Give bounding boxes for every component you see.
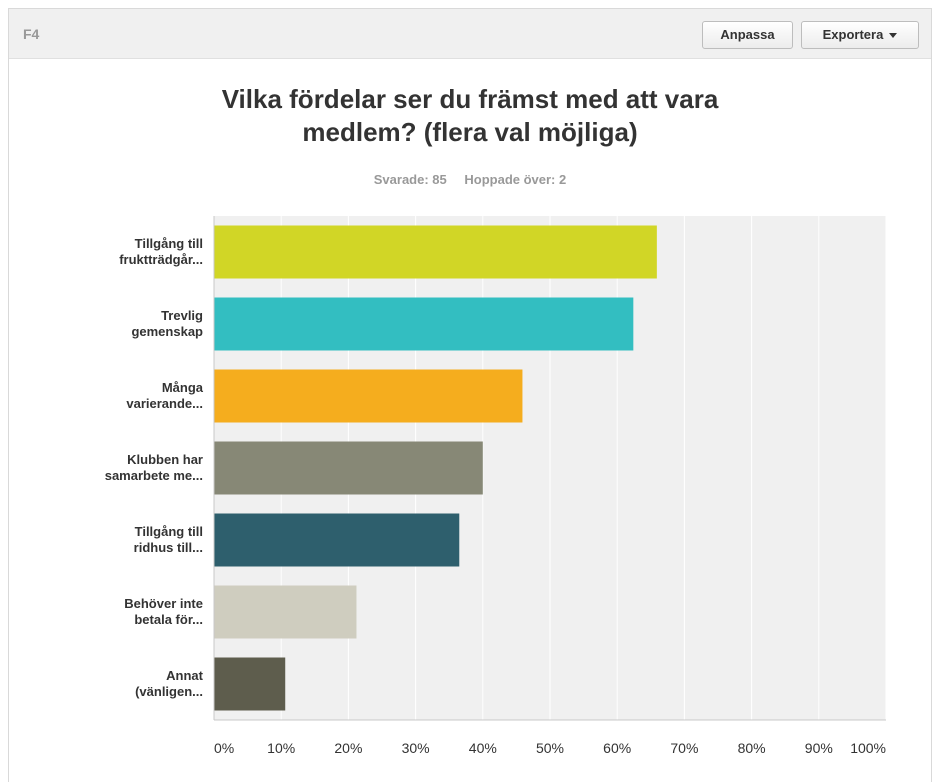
x-tick-label: 50% — [536, 740, 564, 756]
x-tick-label: 30% — [402, 740, 430, 756]
x-tick-label: 100% — [850, 740, 886, 756]
x-tick-label: 80% — [738, 740, 766, 756]
export-button[interactable]: Exportera — [801, 21, 919, 49]
skipped-count: Hoppade över: 2 — [464, 172, 567, 187]
category-label: Tillgång till ridhus till... — [134, 524, 203, 555]
category-label: Många varierande... — [126, 380, 203, 411]
bar — [214, 225, 657, 279]
category-label: Klubben har samarbete me... — [105, 452, 203, 483]
response-stats: Svarade: 85 Hoppade över: 2 — [0, 172, 940, 187]
question-header: F4 Anpassa Exportera — [9, 9, 931, 59]
x-tick-label: 20% — [334, 740, 362, 756]
x-tick-label: 60% — [603, 740, 631, 756]
bar — [214, 297, 634, 351]
category-label: Behöver inte betala för... — [124, 596, 203, 627]
x-tick-label: 10% — [267, 740, 295, 756]
x-tick-label: 90% — [805, 740, 833, 756]
x-tick-label: 70% — [670, 740, 698, 756]
bar — [214, 657, 286, 711]
bar — [214, 585, 357, 639]
bar — [214, 369, 523, 423]
x-tick-label: 40% — [469, 740, 497, 756]
category-label: Annat (vänligen... — [135, 668, 204, 699]
customize-button[interactable]: Anpassa — [702, 21, 793, 49]
answered-count: Svarade: 85 — [373, 172, 447, 187]
bar — [214, 441, 483, 495]
question-number: F4 — [23, 26, 40, 42]
category-label: Tillgång till fruktträdgår... — [119, 236, 203, 267]
bar — [214, 513, 460, 567]
export-button-label: Exportera — [822, 27, 884, 42]
customize-button-label: Anpassa — [720, 27, 775, 42]
category-label: Trevlig gemenskap — [131, 308, 203, 339]
chart-title: Vilka fördelar ser du främst med att var… — [221, 84, 719, 147]
caret-down-icon — [889, 33, 898, 39]
x-tick-label: 0% — [214, 740, 234, 756]
